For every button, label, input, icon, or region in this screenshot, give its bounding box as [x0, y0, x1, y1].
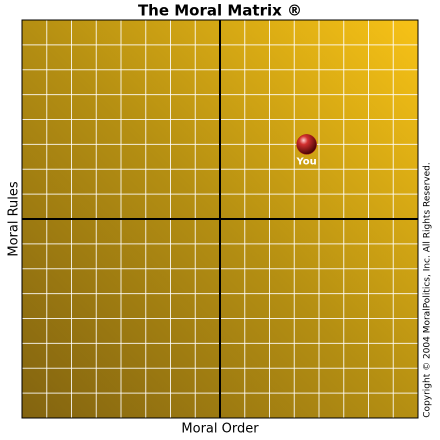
chart-title: The Moral Matrix ® [138, 2, 302, 20]
plot-border [21, 19, 419, 419]
x-axis-label: Moral Order [181, 422, 259, 437]
point-label: You [295, 156, 316, 167]
y-axis-label: Moral Rules [7, 181, 22, 257]
copyright: Copyright © 2004 MoralPolitics, Inc. All… [423, 162, 433, 418]
point [296, 134, 317, 155]
